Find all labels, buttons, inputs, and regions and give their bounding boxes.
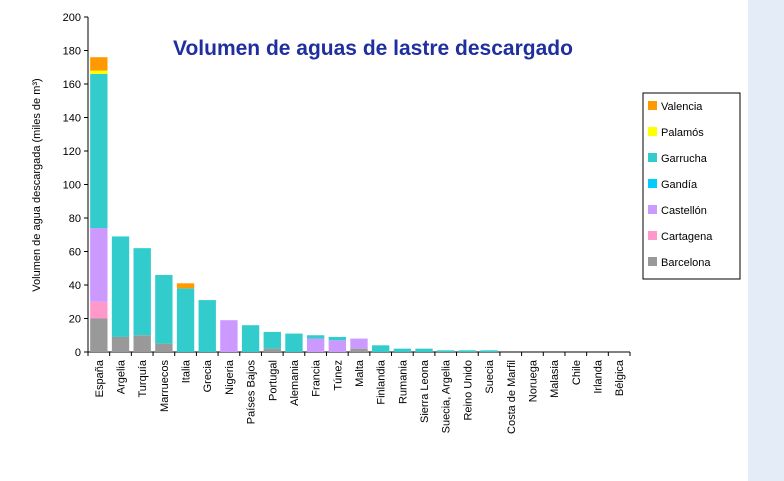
- bar-segment: [350, 348, 368, 352]
- bar-segment: [198, 300, 216, 352]
- bar-segment: [111, 336, 130, 352]
- bar-segment: [90, 73, 108, 229]
- bar-segment: [90, 318, 108, 352]
- x-tick-label: Finlandia: [376, 359, 388, 405]
- legend-label: Barcelona: [661, 257, 711, 269]
- bar-segment: [263, 331, 281, 349]
- bar-segment: [480, 350, 498, 352]
- legend-swatch: [648, 179, 657, 188]
- bar-segment: [155, 343, 173, 352]
- y-tick-label: 80: [69, 213, 81, 225]
- x-tick-label: Sierra Leona: [419, 359, 431, 423]
- x-tick-label: Malasia: [549, 359, 561, 398]
- legend-swatch: [648, 231, 657, 240]
- bar-segment: [263, 348, 281, 352]
- bar-segment: [415, 348, 433, 352]
- y-tick-label: 120: [63, 146, 81, 158]
- legend-swatch: [648, 205, 657, 214]
- x-tick-label: Marruecos: [159, 360, 171, 412]
- legend-label: Valencia: [661, 101, 703, 113]
- x-tick-label: Alemania: [289, 359, 301, 406]
- x-tick-label: Costa de Marfil: [506, 360, 518, 434]
- legend-label: Garrucha: [661, 153, 708, 165]
- x-tick-label: Turquía: [137, 359, 149, 397]
- bar-segment: [285, 333, 303, 352]
- legend-swatch: [648, 257, 657, 266]
- y-tick-label: 40: [69, 280, 81, 292]
- y-axis-label: Volumen de agua descargada (miles de m³): [31, 78, 43, 291]
- bar-segment: [328, 336, 346, 341]
- y-tick-label: 200: [63, 12, 81, 24]
- x-tick-label: Bélgica: [614, 359, 626, 396]
- x-tick-label: Suecia: [484, 359, 496, 394]
- legend-swatch: [648, 101, 657, 110]
- y-tick-label: 140: [63, 113, 81, 125]
- y-tick-label: 60: [69, 247, 81, 259]
- legend-label: Cartagena: [661, 231, 713, 243]
- legend-swatch: [648, 153, 657, 162]
- x-tick-label: Chile: [571, 360, 583, 385]
- bar-segment: [176, 288, 195, 352]
- x-tick-label: Reino Unido: [462, 360, 474, 421]
- bar-segment: [350, 338, 368, 349]
- bar-segment: [111, 236, 130, 337]
- bar-segment: [458, 350, 477, 352]
- bar-segment: [90, 70, 108, 74]
- bar-segment: [372, 345, 390, 352]
- bar-segment: [328, 340, 346, 352]
- x-tick-label: Francia: [311, 359, 323, 397]
- bar-segment: [133, 335, 151, 352]
- legend-box: [642, 92, 741, 280]
- x-tick-label: España: [94, 359, 106, 397]
- x-tick-label: Italia: [181, 359, 193, 383]
- x-tick-label: Rumania: [397, 359, 409, 404]
- bar-segment: [220, 320, 238, 352]
- bar-segment: [90, 228, 108, 302]
- x-tick-label: Argelia: [116, 359, 128, 394]
- x-tick-label: Túnez: [332, 360, 344, 391]
- y-tick-label: 20: [69, 314, 81, 326]
- y-tick-label: 0: [75, 347, 81, 359]
- bar-segment: [393, 348, 412, 352]
- bar-segment: [306, 338, 325, 352]
- bar-segment: [176, 283, 195, 289]
- legend-label: Gandía: [661, 179, 698, 191]
- x-tick-label: Países Bajos: [246, 360, 258, 425]
- x-tick-label: Irlanda: [592, 359, 604, 394]
- chart-title: Volumen de aguas de lastre descargado: [173, 37, 573, 60]
- y-tick-label: 180: [63, 46, 81, 58]
- bar-segment: [437, 350, 455, 352]
- x-tick-label: Nigeria: [224, 359, 236, 395]
- legend-swatch: [648, 127, 657, 136]
- x-tick-label: Portugal: [267, 360, 279, 401]
- x-tick-label: Suecia, Argelia: [441, 359, 453, 433]
- bar-segment: [90, 301, 108, 319]
- bar-segment: [133, 248, 151, 336]
- bar-segment: [241, 325, 260, 352]
- legend-label: Castellón: [661, 205, 707, 217]
- x-tick-label: Malta: [354, 359, 366, 387]
- bar-segment: [155, 274, 173, 344]
- bar-segment: [306, 335, 325, 339]
- y-tick-label: 160: [63, 79, 81, 91]
- x-tick-label: Grecia: [202, 359, 214, 392]
- x-tick-label: Noruega: [527, 359, 539, 402]
- y-tick-label: 100: [63, 180, 81, 192]
- legend-label: Palamós: [661, 127, 704, 139]
- bar-segment: [90, 57, 108, 71]
